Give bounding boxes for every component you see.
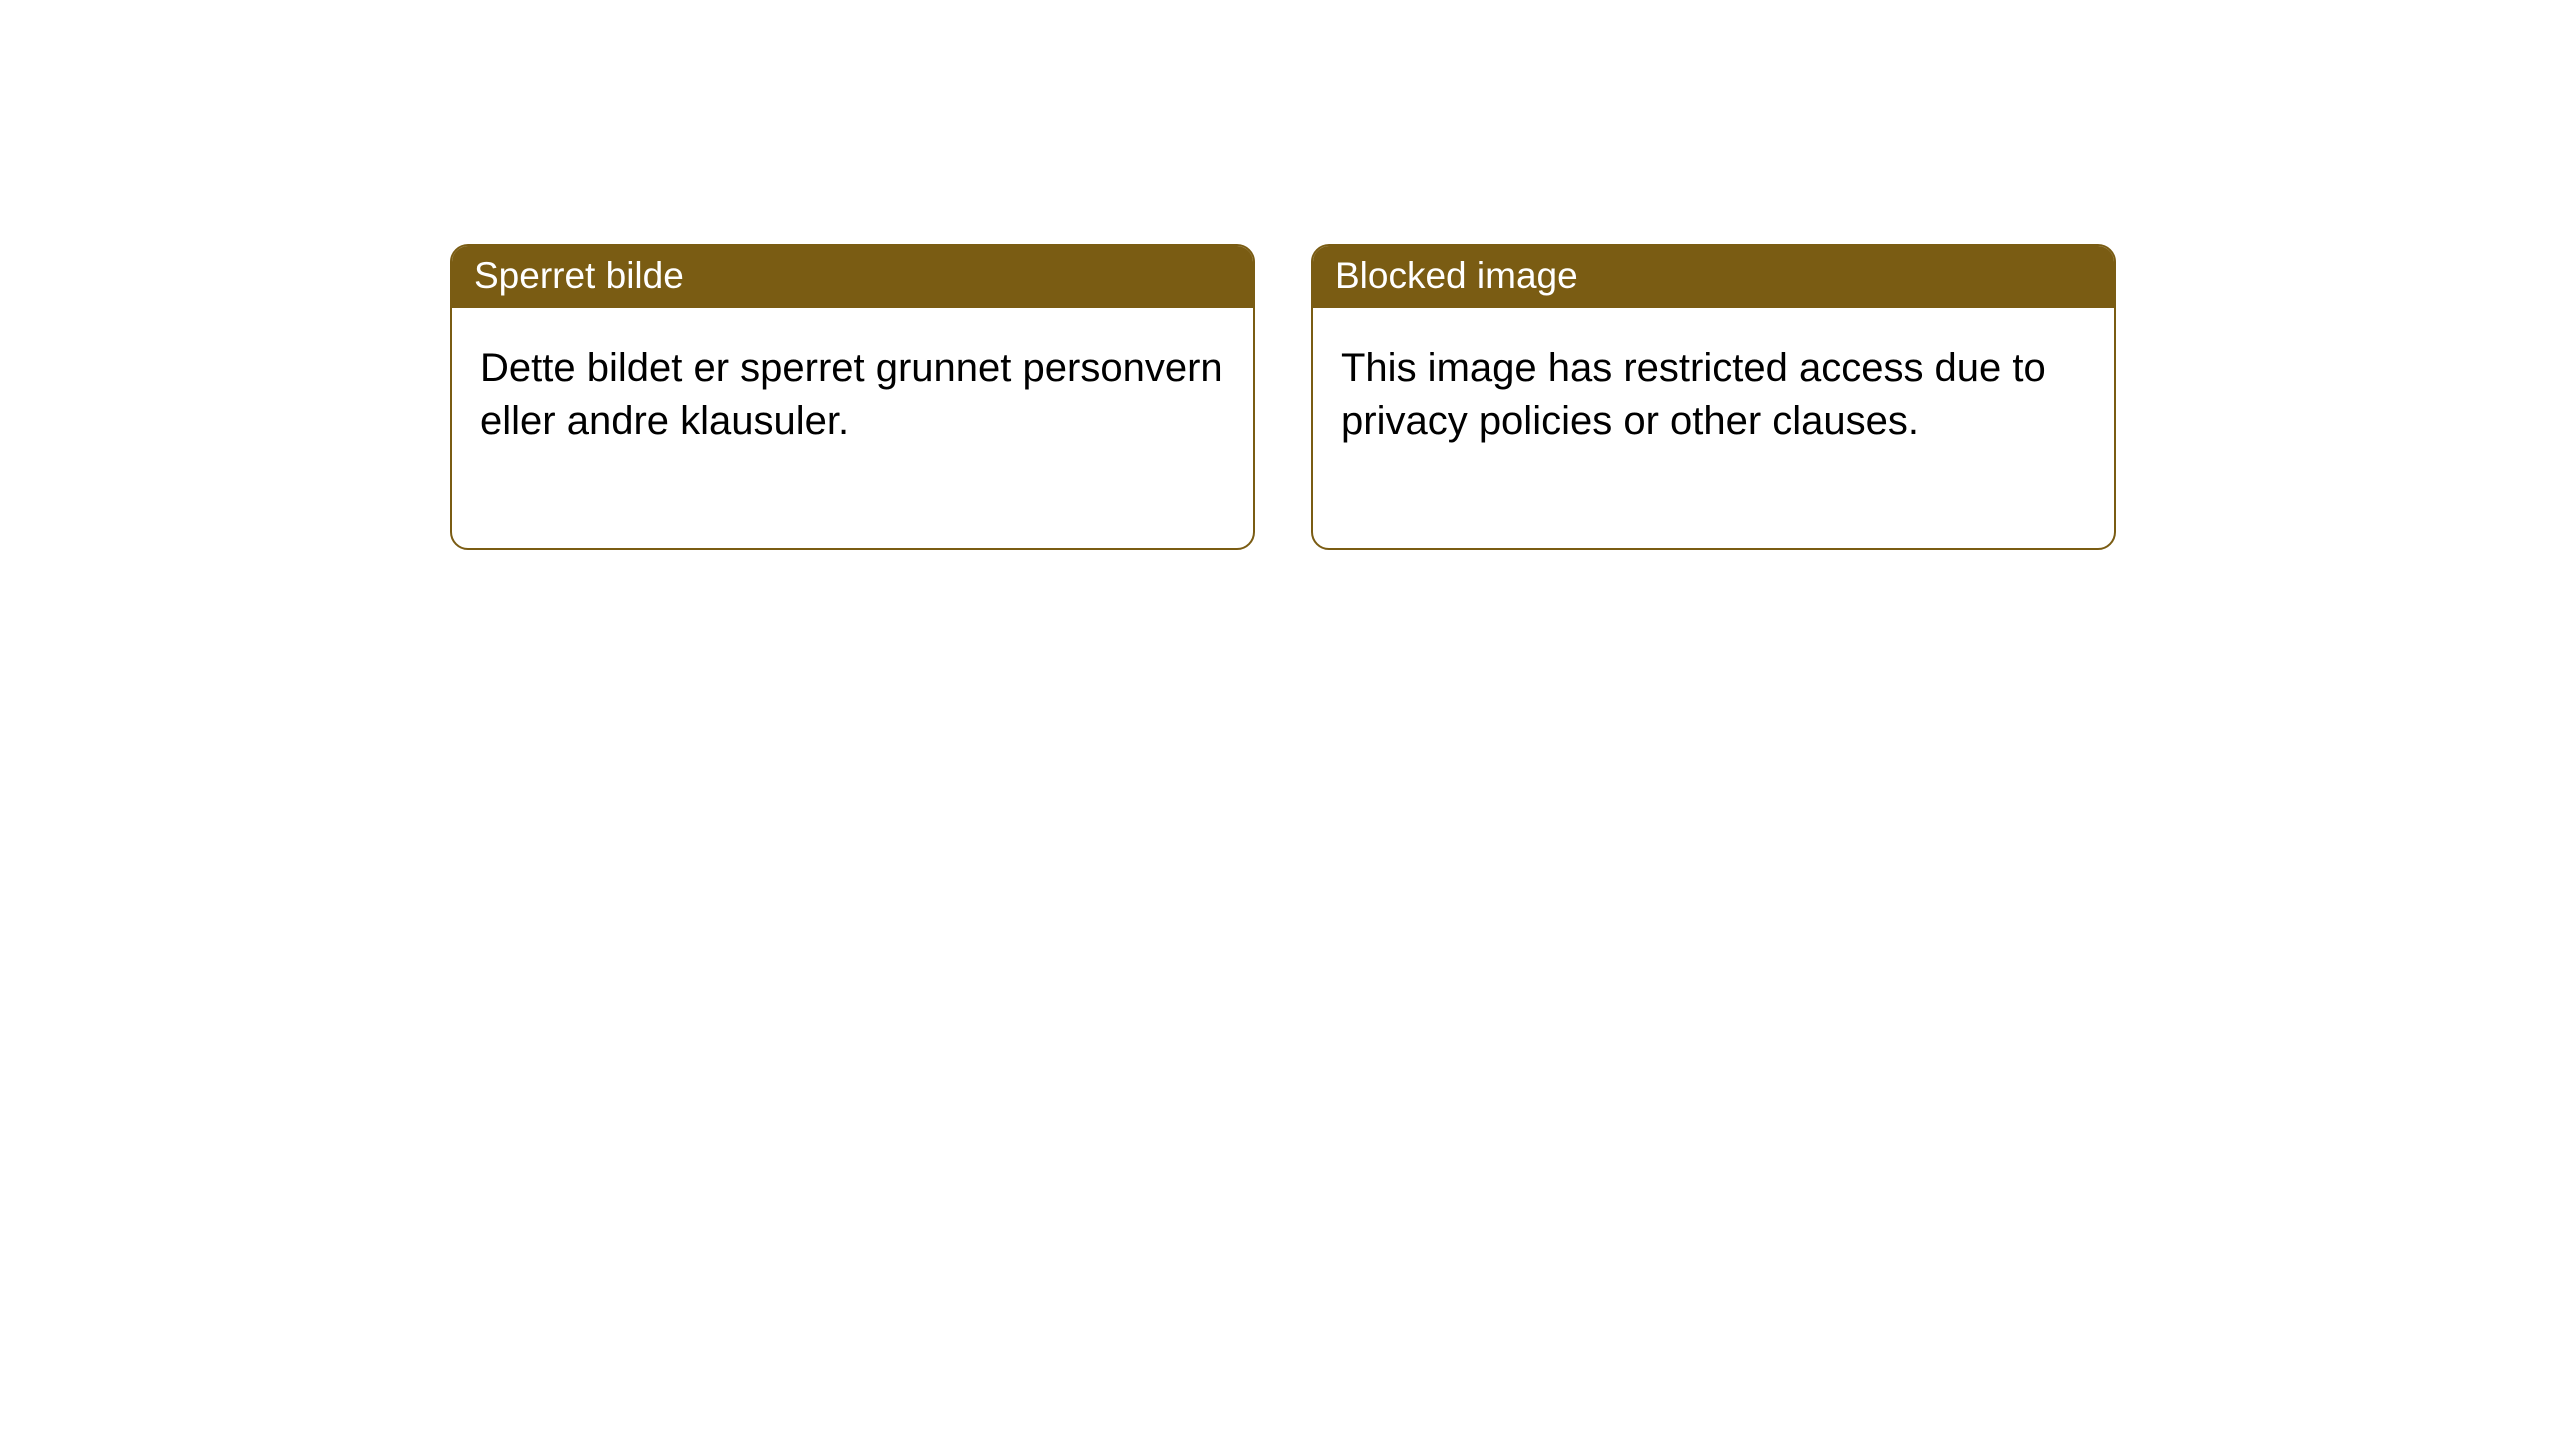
notice-card-norwegian: Sperret bilde Dette bildet er sperret gr… bbox=[450, 244, 1255, 550]
notice-body: This image has restricted access due to … bbox=[1313, 308, 2114, 548]
notice-body: Dette bildet er sperret grunnet personve… bbox=[452, 308, 1253, 548]
notice-container: Sperret bilde Dette bildet er sperret gr… bbox=[450, 244, 2116, 550]
notice-header: Blocked image bbox=[1313, 246, 2114, 308]
notice-header: Sperret bilde bbox=[452, 246, 1253, 308]
notice-card-english: Blocked image This image has restricted … bbox=[1311, 244, 2116, 550]
